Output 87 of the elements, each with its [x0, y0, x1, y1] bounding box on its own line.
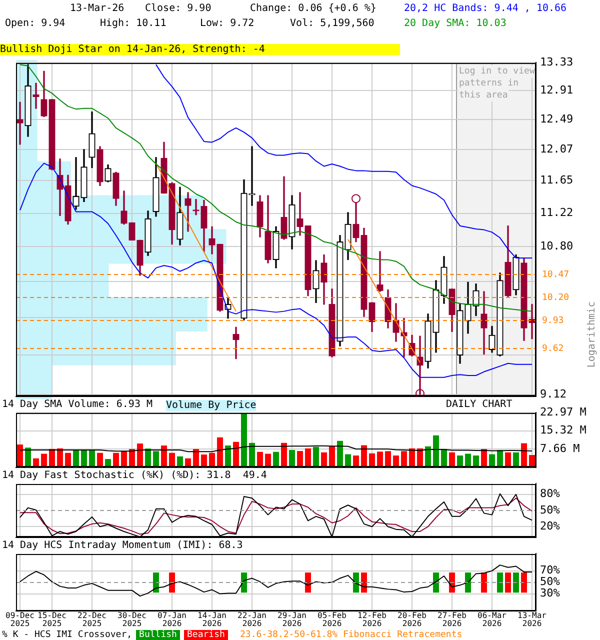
y-tick-label: 9.12	[540, 387, 566, 400]
x-tick-label: 13-Mar 2026	[518, 611, 547, 628]
x-tick-label: 14-Jan 2026	[198, 611, 227, 628]
candlestick	[184, 192, 192, 232]
bar	[401, 451, 407, 468]
candlestick	[16, 102, 24, 145]
text: Low: 9.72	[200, 18, 254, 29]
chart-title: 14 Day HCS Intraday Momentum (IMI): 68.3	[2, 540, 243, 551]
chart-title: 14 Day Fast Stochastic (%K) (%D): 31.8 49.4	[2, 470, 267, 481]
y-tick-label: 15.32 M	[540, 424, 587, 437]
ref-line-label: 10.20	[542, 292, 570, 303]
x-tick-label: 22-Dec 2025	[78, 611, 107, 628]
ref-line-label: 10.47	[542, 270, 570, 280]
bar	[17, 444, 23, 468]
y-tick-label: 13.33	[540, 55, 574, 68]
candlestick	[376, 251, 384, 292]
y-tick-label: 11.65	[540, 173, 574, 186]
candlestick	[232, 326, 240, 360]
text: DAILY CHART	[446, 399, 512, 410]
candlestick	[296, 192, 304, 236]
text: Bullish Doji Star on 14-Jan-26, Strength: -4	[0, 44, 400, 55]
band-label: Log in to view patterns in this area	[459, 66, 536, 100]
x-tick-label: 30-Dec 2025	[118, 611, 147, 628]
bar	[449, 452, 455, 468]
candlestick	[72, 157, 80, 210]
text: 20 Day SMA: 10.03	[404, 18, 506, 29]
candlestick	[480, 291, 488, 355]
y-tick-label: 70%	[540, 564, 560, 577]
text: Vol: 5,199,560	[290, 18, 374, 29]
text: Open: 9.94	[5, 18, 66, 29]
x-tick-label: 29-Jan 2026	[278, 611, 307, 628]
bar	[321, 452, 327, 468]
bar	[241, 413, 247, 468]
y-tick-label: 11.22	[540, 206, 574, 220]
bar	[137, 444, 143, 468]
y-tick-label: 10.80	[540, 240, 574, 252]
bar	[153, 451, 159, 468]
y-tick-label: 80%	[540, 487, 560, 500]
legend-title: % K - HCS IMI Crossover,	[2, 630, 132, 640]
bar	[377, 452, 383, 468]
bar	[385, 451, 391, 468]
x-tick-label: 12-Feb 2026	[358, 611, 387, 628]
y-tick-label: 20%	[540, 520, 560, 532]
bar	[297, 450, 303, 468]
y-tick-label: 50%	[540, 575, 560, 588]
bar	[233, 442, 239, 468]
text: Change: 0.06 {+0.6 %}	[250, 3, 376, 14]
ref-line-label: 9.62	[542, 344, 564, 354]
bar	[329, 446, 335, 468]
text: Close: 9.90	[145, 3, 212, 14]
text: Bearish	[184, 630, 228, 640]
chart-title: 14 Day SMA Volume: 6.93 M	[2, 399, 153, 410]
y-tick-label: 50%	[540, 503, 560, 516]
x-tick-label: 27-Feb 2026	[438, 611, 467, 628]
bar	[361, 445, 367, 468]
x-tick-label: 15-Dec 2025	[38, 611, 67, 628]
x-tick-label: 07-Jan 2026	[158, 611, 187, 628]
x-tick-label: 22-Jan 2026	[238, 611, 267, 628]
x-tick-label: 09-Dec 2025	[6, 611, 35, 628]
text: High: 10.11	[100, 18, 166, 29]
bar	[289, 450, 295, 468]
x-tick-label: 20-Feb 2026	[398, 611, 427, 628]
x-tick-label: 06-Mar 2026	[478, 611, 507, 628]
bar	[305, 448, 311, 468]
text: 20,2 HC Bands: 9.44 , 10.66	[404, 3, 567, 14]
bar	[433, 435, 439, 468]
bar	[513, 452, 519, 468]
y-axis-title: Logarithmic	[586, 300, 598, 370]
candlestick	[192, 199, 200, 216]
text: Volume By Price	[166, 400, 256, 411]
text: 23.6-38.2-50-61.8% Fibonacci Retracements	[240, 630, 462, 640]
bar	[273, 452, 279, 468]
text: Bullish	[136, 630, 180, 640]
y-tick-label: 12.49	[540, 112, 574, 126]
y-tick-label: 7.66 M	[540, 442, 580, 455]
y-tick-label: 12.91	[540, 83, 574, 96]
bar	[313, 446, 319, 468]
bar	[505, 452, 511, 468]
y-tick-label: 22.97 M	[540, 405, 587, 418]
text: 13-Mar-26	[70, 3, 124, 14]
ref-line-label: 9.93	[542, 316, 564, 326]
y-tick-label: 12.07	[540, 142, 574, 156]
bar	[337, 440, 343, 468]
bar	[217, 437, 223, 468]
x-tick-label: 05-Feb 2026	[318, 611, 347, 628]
y-tick-label: 30%	[540, 586, 560, 600]
bar	[257, 452, 263, 468]
